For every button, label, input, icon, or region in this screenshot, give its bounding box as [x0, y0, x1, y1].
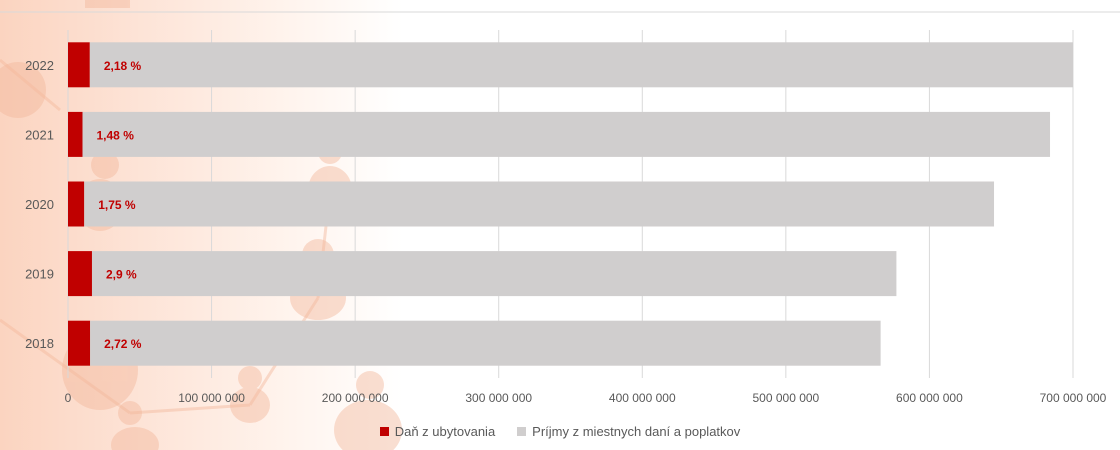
x-tick-label: 600 000 000: [896, 391, 963, 405]
bar-tax: [68, 320, 91, 366]
bar-income: [82, 111, 1051, 157]
bar-tax: [68, 251, 92, 297]
x-tick-label: 200 000 000: [322, 391, 389, 405]
y-category-label: 2020: [25, 197, 54, 212]
legend-item-income: Príjmy z miestnych daní a poplatkov: [517, 424, 740, 439]
legend-swatch-income: [517, 427, 527, 436]
legend-item-tax: Daň z ubytovania: [379, 424, 496, 439]
bar-tax: [68, 181, 85, 227]
bar-tax: [68, 42, 90, 88]
x-tick-label: 100 000 000: [178, 391, 245, 405]
x-tick-label: 700 000 000: [1040, 391, 1107, 405]
data-label-percent: 1,75 %: [98, 198, 136, 212]
x-tick-label: 400 000 000: [609, 391, 676, 405]
y-category-label: 2022: [25, 58, 54, 73]
data-label-percent: 1,48 %: [97, 128, 135, 142]
x-tick-label: 300 000 000: [465, 391, 532, 405]
y-category-label: 2021: [25, 127, 54, 142]
chart-legend: Daň z ubytovania Príjmy z miestnych daní…: [0, 424, 1120, 439]
bar-income: [90, 320, 881, 366]
bar-tax: [68, 111, 83, 157]
data-label-percent: 2,9 %: [106, 268, 137, 282]
x-tick-label: 500 000 000: [752, 391, 819, 405]
bar-income: [89, 42, 1073, 88]
legend-label-tax: Daň z ubytovania: [394, 424, 496, 439]
legend-label-income: Príjmy z miestnych daní a poplatkov: [532, 424, 741, 439]
bar-income: [84, 181, 995, 227]
y-category-label: 2019: [25, 267, 54, 282]
x-tick-label: 0: [65, 391, 72, 405]
legend-swatch-tax: [379, 427, 389, 436]
y-category-label: 2018: [25, 336, 54, 351]
bar-income: [91, 251, 897, 297]
data-label-percent: 2,72 %: [104, 337, 142, 351]
data-label-percent: 2,18 %: [104, 59, 142, 73]
